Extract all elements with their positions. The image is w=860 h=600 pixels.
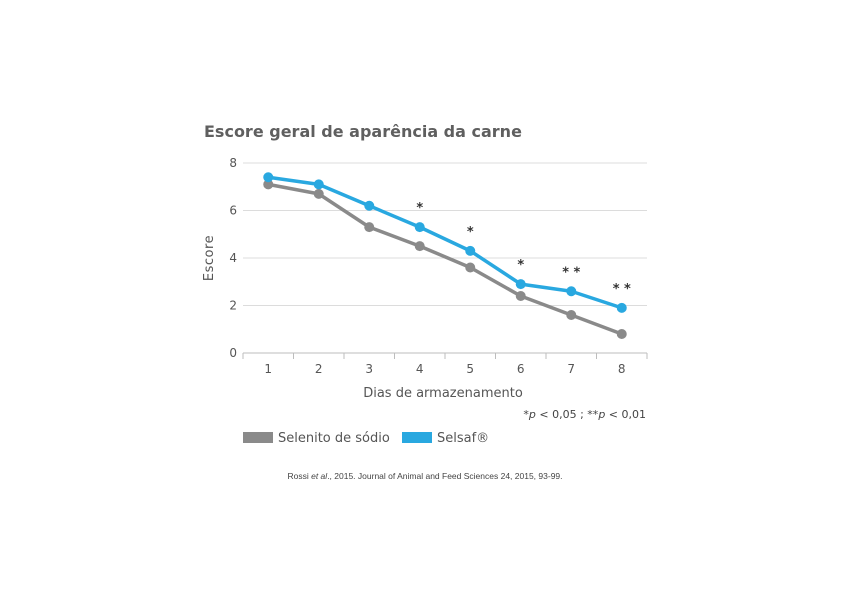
significance-marker-x6: * bbox=[517, 258, 524, 273]
data-point-s0-x1 bbox=[263, 179, 274, 190]
y-tick-label-6: 6 bbox=[229, 204, 237, 218]
data-point-s0-x7 bbox=[566, 310, 577, 320]
data-point-s1-x6 bbox=[515, 279, 526, 290]
y-tick-label-4: 4 bbox=[229, 251, 237, 265]
series-group bbox=[263, 172, 627, 339]
legend: Selenito de sódio Selsaf® bbox=[243, 431, 489, 446]
x-tick-label-2: 2 bbox=[315, 362, 323, 376]
x-tick-label-7: 7 bbox=[567, 362, 575, 376]
y-tick-labels: 0 2 4 6 8 bbox=[229, 156, 237, 360]
legend-swatch-1 bbox=[402, 432, 432, 443]
x-tick-label-6: 6 bbox=[517, 362, 525, 376]
data-point-s0-x4 bbox=[414, 241, 425, 252]
data-point-s0-x3 bbox=[364, 222, 375, 233]
significance-note: *p < 0,05 ; **p < 0,01 bbox=[523, 408, 646, 421]
gridlines bbox=[243, 162, 647, 306]
data-point-s1-x4 bbox=[414, 222, 425, 233]
data-point-s1-x7 bbox=[566, 286, 577, 297]
axes bbox=[242, 352, 648, 359]
y-tick-label-2: 2 bbox=[229, 299, 237, 313]
y-axis-label: Escore bbox=[202, 235, 217, 281]
data-point-s1-x8 bbox=[616, 302, 627, 313]
x-tick-label-8: 8 bbox=[618, 362, 626, 376]
chart-title: Escore geral de aparência da carne bbox=[204, 122, 522, 141]
series-line-0 bbox=[266, 182, 624, 336]
x-tick-label-5: 5 bbox=[466, 362, 474, 376]
data-point-s0-x8 bbox=[616, 329, 627, 339]
significance-marker-x4: * bbox=[416, 201, 423, 216]
data-point-s1-x3 bbox=[364, 200, 375, 211]
data-point-s1-x5 bbox=[465, 245, 476, 256]
significance-marker-x5: * bbox=[467, 225, 474, 240]
legend-swatch-0 bbox=[243, 432, 273, 443]
legend-label-1: Selsaf® bbox=[437, 431, 489, 446]
x-axis-label: Dias de armazenamento bbox=[363, 386, 523, 401]
legend-label-0: Selenito de sódio bbox=[278, 431, 390, 446]
significance-marker-x8: * * bbox=[613, 282, 631, 297]
data-point-s1-x2 bbox=[313, 179, 324, 190]
x-tick-label-3: 3 bbox=[365, 362, 373, 376]
y-tick-label-8: 8 bbox=[229, 156, 237, 170]
significance-marker-x7: * * bbox=[562, 265, 580, 280]
y-tick-label-0: 0 bbox=[229, 346, 237, 360]
data-point-s0-x5 bbox=[465, 262, 476, 273]
x-tick-label-1: 1 bbox=[264, 362, 272, 376]
series-line-1 bbox=[266, 175, 624, 310]
data-point-s1-x1 bbox=[263, 172, 274, 183]
significance-markers: * * * * * * * bbox=[416, 201, 631, 297]
source-citation: Rossi et al., 2015. Journal of Animal an… bbox=[287, 471, 562, 481]
data-point-s0-x2 bbox=[313, 188, 324, 199]
x-tick-labels: 1 2 3 4 5 6 7 8 bbox=[264, 362, 625, 376]
x-tick-label-4: 4 bbox=[416, 362, 424, 376]
data-point-s0-x6 bbox=[515, 291, 526, 301]
